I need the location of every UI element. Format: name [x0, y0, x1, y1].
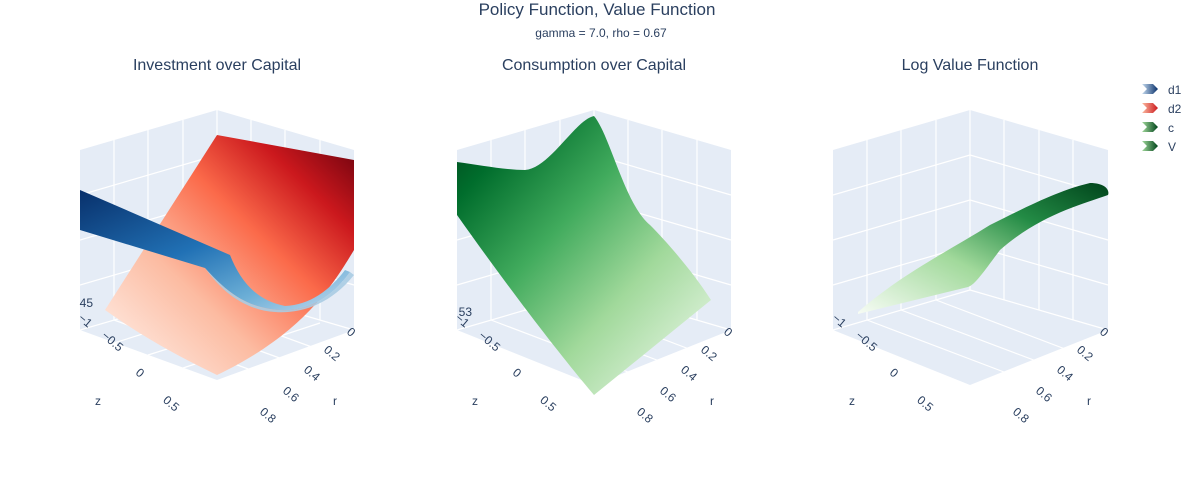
r-tick-label: 0.2: [698, 343, 720, 365]
surface-c[interactable]: [457, 116, 711, 395]
r-tick-label: 0.6: [657, 384, 679, 406]
scene-consumption[interactable]: [456, 110, 732, 395]
r-axis-label: r: [1087, 394, 1091, 408]
legend-label: c: [1168, 121, 1174, 135]
r-axis-label: r: [333, 394, 337, 408]
subplot-title-investment: Investment over Capital: [133, 57, 301, 74]
legend-swatch-icon: [1142, 122, 1158, 132]
scene-investment-axes: 45 −1 −0.5 0 0.5 z 0 0.2 0.4 0.6 0.8 r: [76, 296, 359, 426]
r-tick-label: 0.8: [634, 405, 656, 427]
r-tick-label: 0.2: [321, 343, 343, 365]
subplot-title-value: Log Value Function: [902, 57, 1039, 74]
r-tick-label: 0.8: [1010, 405, 1032, 427]
surface-d1[interactable]: [80, 190, 350, 311]
scene-value[interactable]: [832, 110, 1109, 385]
z-tick-label: 0.5: [160, 393, 182, 415]
surface-d1-underside: [205, 268, 354, 313]
legend-swatch-icon: [1142, 141, 1158, 151]
r-tick-label: 0.8: [257, 405, 279, 427]
r-tick-label: 0.2: [1074, 343, 1096, 365]
z-axis-label: z: [849, 394, 855, 408]
z-tick-label: 0.5: [914, 393, 936, 415]
z-tick-label: 0: [510, 365, 524, 380]
z-axis-label: z: [95, 394, 101, 408]
surface-v[interactable]: [858, 183, 1109, 314]
scene-investment[interactable]: [80, 110, 355, 380]
r-tick-label: 0.4: [1054, 363, 1076, 385]
r-axis-label: r: [710, 394, 714, 408]
vertical-tick-label: 45: [80, 296, 94, 310]
figure-subtitle: gamma = 7.0, rho = 0.67: [535, 26, 667, 40]
vertical-tick-label: 53: [459, 305, 473, 319]
subplot-title-consumption: Consumption over Capital: [502, 57, 686, 74]
z-tick-label: 0: [887, 365, 901, 380]
legend-swatch-icon: [1142, 84, 1158, 94]
legend-item-v[interactable]: V: [1142, 140, 1176, 154]
r-tick-label: 0.4: [678, 363, 700, 385]
z-axis-label: z: [472, 394, 478, 408]
z-tick-label: 0.5: [537, 393, 559, 415]
r-tick-label: 0.6: [280, 384, 302, 406]
figure-title: Policy Function, Value Function: [479, 0, 716, 19]
legend-label: V: [1168, 140, 1176, 154]
r-tick-label: 0.6: [1033, 384, 1055, 406]
legend: d1 d2 c V: [1142, 83, 1182, 154]
legend-label: d2: [1168, 102, 1182, 116]
legend-label: d1: [1168, 83, 1182, 97]
legend-item-d1[interactable]: d1: [1142, 83, 1182, 97]
r-tick-label: 0.4: [301, 363, 323, 385]
legend-swatch-icon: [1142, 103, 1158, 113]
legend-item-d2[interactable]: d2: [1142, 102, 1182, 116]
z-tick-label: 0: [133, 365, 147, 380]
legend-item-c[interactable]: c: [1142, 121, 1174, 135]
